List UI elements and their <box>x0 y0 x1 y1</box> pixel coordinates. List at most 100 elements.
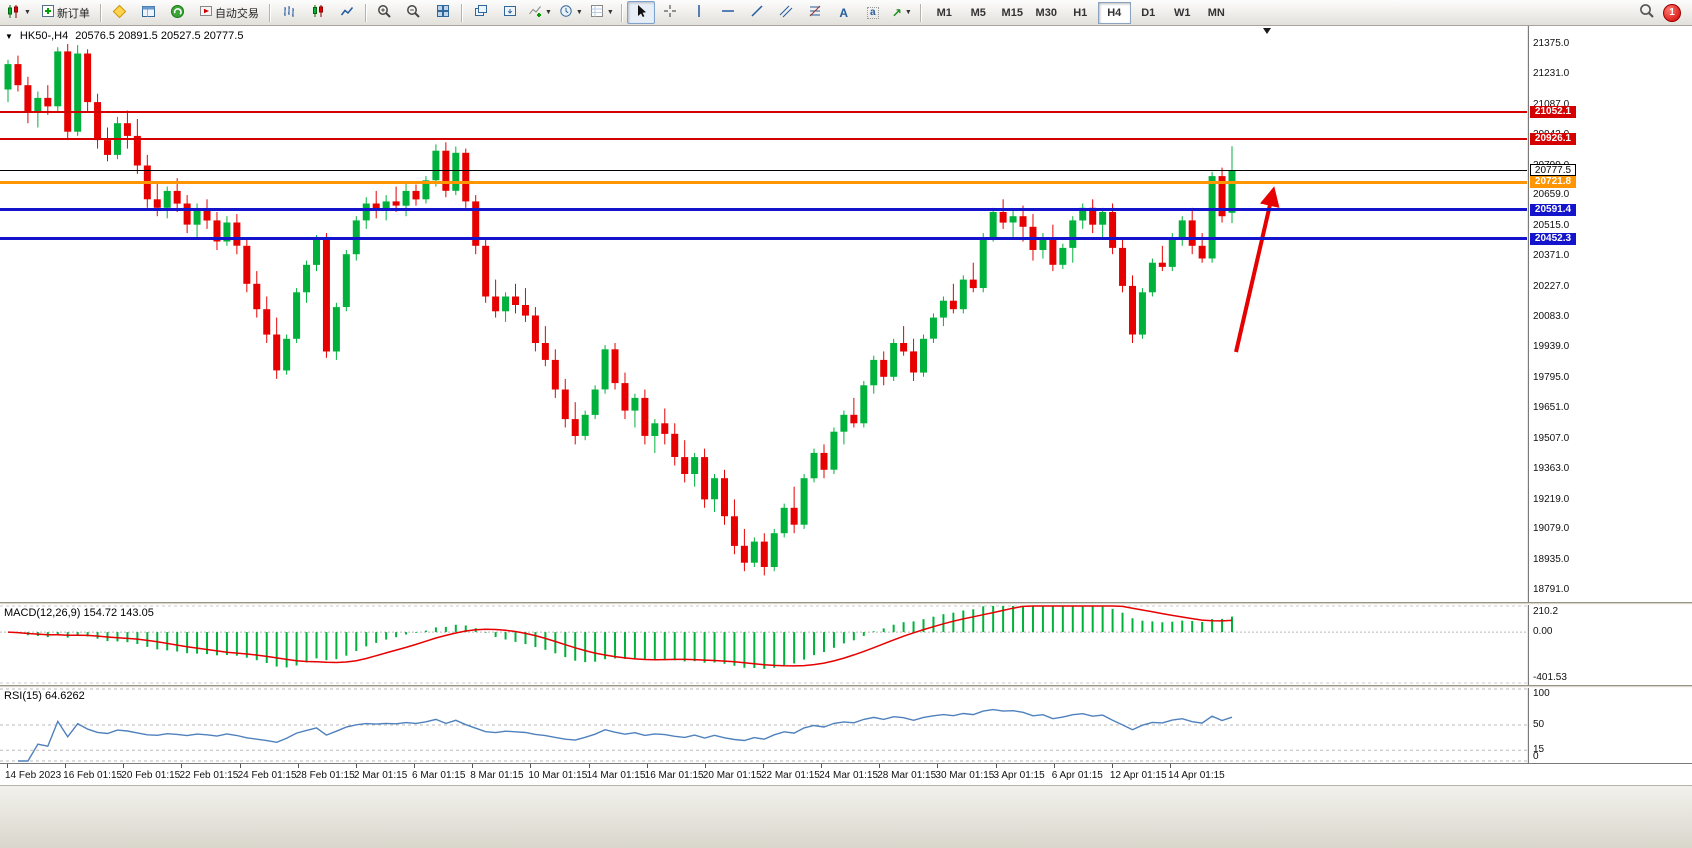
macd-plot-area[interactable]: MACD(12,26,9) 154.72 143.05 <box>0 605 1527 685</box>
crosshair-button[interactable] <box>656 1 684 24</box>
horizontal-line-button[interactable] <box>714 1 742 24</box>
price-axis-label: 20083.0 <box>1533 311 1570 322</box>
price-level-badge: 20591.4 <box>1530 203 1576 216</box>
time-tick <box>588 764 590 768</box>
chart-plot-area[interactable]: ▼ HK50-,H4 20576.5 20891.5 20527.5 20777… <box>0 26 1527 602</box>
time-tick <box>472 764 474 768</box>
fibonacci-button[interactable] <box>801 1 829 24</box>
new-chart-button[interactable]: ▼ <box>3 1 34 24</box>
time-axis-label: 16 Feb 01:15 <box>63 770 123 781</box>
timeframe-h4-button[interactable]: H4 <box>1097 1 1131 24</box>
time-tick <box>355 764 357 768</box>
chart-shift-marker[interactable] <box>1263 28 1271 34</box>
timeframe-h1-button[interactable]: H1 <box>1073 6 1088 19</box>
macd-axis[interactable]: 210.2 0.00 -401.53 <box>1528 605 1692 685</box>
timeframe-m15-button[interactable]: M15 <box>1001 6 1023 19</box>
price-level-badge: 20721.8 <box>1530 176 1576 189</box>
time-axis-label: 16 Mar 01:15 <box>644 770 704 781</box>
channel-icon <box>779 4 793 21</box>
toolbar-separator <box>919 3 922 22</box>
trendline-icon <box>750 4 764 21</box>
macd-svg <box>0 605 1527 684</box>
time-axis-label: 28 Mar 01:15 <box>877 770 937 781</box>
horizontal-level-line[interactable] <box>0 111 1527 114</box>
timeframe-m30-button[interactable]: M30 <box>1035 6 1057 19</box>
templates-button[interactable]: ▼ <box>587 1 617 24</box>
time-axis-label: 14 Apr 01:15 <box>1168 770 1225 781</box>
price-axis-label: 20659.0 <box>1533 189 1570 201</box>
text-button[interactable]: A <box>830 1 858 24</box>
zoom-out-icon <box>406 4 421 22</box>
tile-windows-button[interactable] <box>429 1 457 24</box>
candlestick-svg <box>4 44 1280 576</box>
trendline-button[interactable] <box>743 1 771 24</box>
metaeditor-button[interactable] <box>106 1 134 24</box>
rsi-axis[interactable]: 100 50 15 0 <box>1528 688 1692 763</box>
time-axis[interactable]: 14 Feb 2023 16 Feb 01:15 20 Feb 01:15 22 Fe… <box>0 763 1692 785</box>
new-order-icon <box>41 4 55 21</box>
current-price-line <box>0 170 1527 172</box>
periods-button[interactable]: ▼ <box>556 1 586 24</box>
cursor-button[interactable] <box>626 1 655 24</box>
zoom-in-icon <box>377 4 392 22</box>
templates-icon <box>590 4 604 21</box>
current-price-badge: 20777.5 <box>1530 164 1576 177</box>
rsi-plot-area[interactable]: RSI(15) 64.6262 <box>0 688 1527 763</box>
bar-chart-icon <box>282 4 296 21</box>
candlestick-chart-button[interactable] <box>304 1 332 24</box>
line-chart-icon <box>340 4 354 21</box>
arrange-windows-icon <box>503 4 517 21</box>
chart-symbol-period: HK50-,H4 <box>19 30 69 42</box>
line-chart-button[interactable] <box>333 1 361 24</box>
mql5-community-button[interactable] <box>164 1 192 24</box>
time-tick <box>937 764 939 768</box>
timeframe-w1-button[interactable]: W1 <box>1174 6 1191 19</box>
auto-trading-icon <box>199 4 213 21</box>
text-label-button[interactable]: a <box>859 1 887 24</box>
horizontal-level-line[interactable] <box>0 180 1527 184</box>
timeframe-m5-button[interactable]: M5 <box>970 6 986 19</box>
horizontal-level-line[interactable] <box>0 208 1527 212</box>
terminal-button[interactable] <box>135 1 163 24</box>
auto-trading-button[interactable]: 自动交易 <box>193 1 265 24</box>
new-order-label: 新订单 <box>56 7 90 20</box>
price-axis[interactable]: 21375.021231.021087.020943.020799.020659… <box>1528 26 1692 602</box>
timeframe-d1-button[interactable]: D1 <box>1141 6 1156 19</box>
new-order-button[interactable]: 新订单 <box>35 1 96 24</box>
vertical-line-button[interactable] <box>685 1 713 24</box>
cursor-icon <box>634 4 648 21</box>
time-tick <box>762 764 764 768</box>
window-footer <box>0 785 1692 848</box>
macd-label: MACD(12,26,9) 154.72 143.05 <box>4 607 154 619</box>
mql5-community-icon <box>170 4 185 22</box>
channel-button[interactable] <box>772 1 800 24</box>
zoom-in-button[interactable] <box>371 1 399 24</box>
new-chart-icon <box>6 4 21 22</box>
arrange-windows-button[interactable] <box>496 1 524 24</box>
chevron-down-icon: ▼ <box>606 9 614 16</box>
one-click-trading-toggle[interactable]: ▼ <box>5 31 13 41</box>
text-label-icon: a <box>866 6 879 19</box>
arrows-button[interactable]: ↗ ▼ <box>888 1 916 24</box>
timeframe-m1-button[interactable]: M1 <box>936 6 952 19</box>
cascade-windows-button[interactable] <box>467 1 495 24</box>
indicators-button[interactable]: ▼ <box>525 1 555 24</box>
time-tick <box>65 764 67 768</box>
horizontal-level-line[interactable] <box>0 137 1527 140</box>
price-level-badge: 20452.3 <box>1530 232 1576 245</box>
panel-separator[interactable] <box>0 602 1692 605</box>
zoom-out-button[interactable] <box>400 1 428 24</box>
time-axis-label: 14 Feb 2023 <box>5 770 62 781</box>
price-axis-label: 18791.0 <box>1533 584 1570 595</box>
horizontal-level-line[interactable] <box>0 237 1527 241</box>
search-icon[interactable] <box>1639 3 1655 22</box>
time-axis-label: 24 Feb 01:15 <box>237 770 297 781</box>
timeframe-mn-button[interactable]: MN <box>1207 6 1225 19</box>
time-axis-label: 28 Feb 01:15 <box>295 770 355 781</box>
bar-chart-button[interactable] <box>275 1 303 24</box>
notification-badge[interactable]: 1 <box>1663 3 1681 22</box>
time-tick <box>995 764 997 768</box>
time-tick <box>1170 764 1171 768</box>
panel-separator[interactable] <box>0 685 1692 688</box>
price-axis-label: 20515.0 <box>1533 219 1570 231</box>
